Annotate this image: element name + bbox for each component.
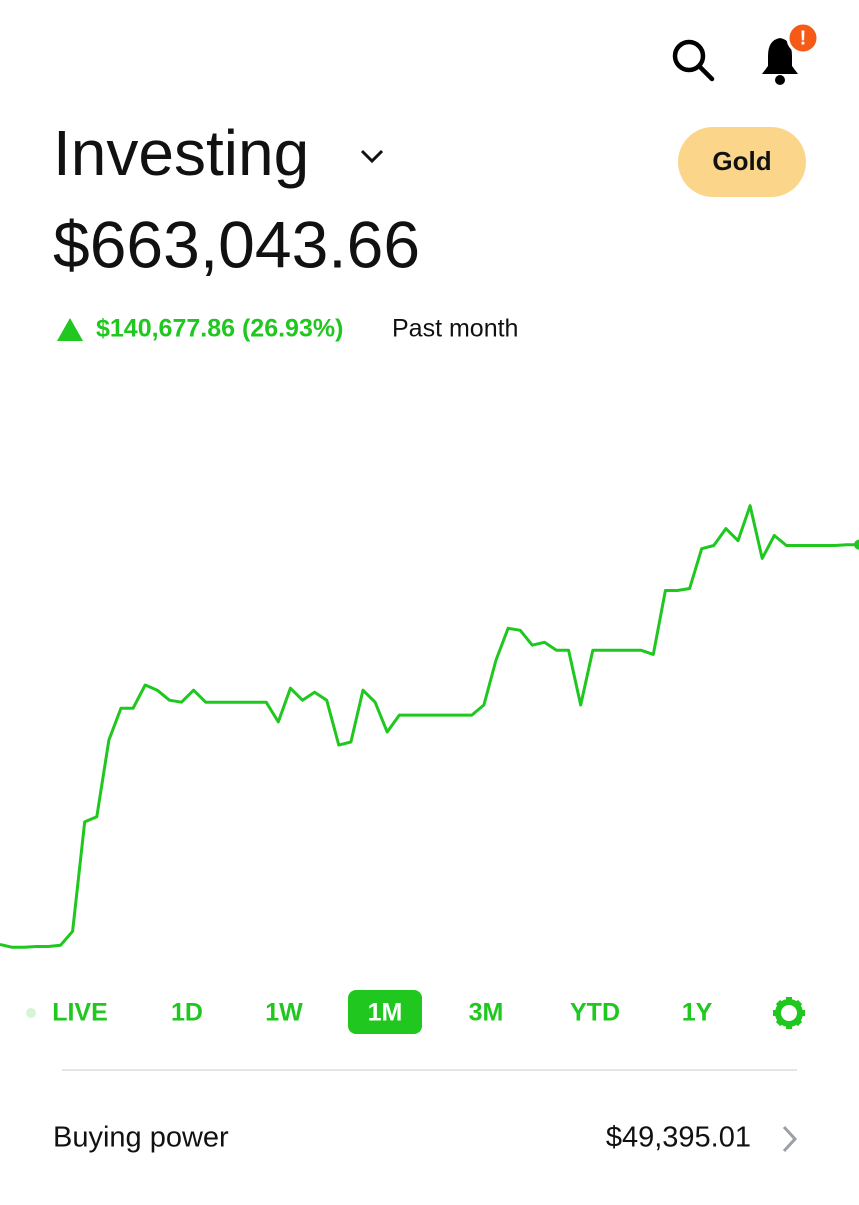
range-option[interactable]: 1M <box>368 999 403 1027</box>
row-chevron <box>782 1125 798 1153</box>
range-option[interactable]: 3M <box>469 999 504 1027</box>
buying-power-label: Buying power <box>53 1122 229 1154</box>
live-dot <box>26 1008 36 1018</box>
portfolio-value: $663,043.66 <box>53 207 420 281</box>
price-line <box>0 504 859 949</box>
range-option[interactable]: 1D <box>171 999 203 1027</box>
search-button[interactable] <box>672 39 715 82</box>
change-period: Past month <box>392 315 518 343</box>
range-option[interactable]: 1W <box>265 999 303 1027</box>
up-arrow <box>57 318 83 341</box>
gold-button[interactable]: Gold <box>678 127 806 197</box>
chart-settings[interactable] <box>773 997 805 1029</box>
current-point <box>854 539 859 550</box>
gold-label: Gold <box>712 146 771 176</box>
buying-power-row[interactable]: Buying power $49,395.01 <box>53 1122 798 1154</box>
account-chevron[interactable] <box>360 149 384 164</box>
notifications-button[interactable]: ! <box>762 21 820 85</box>
badge-text: ! <box>800 27 807 49</box>
range-option[interactable]: YTD <box>570 999 620 1027</box>
range-option[interactable]: LIVE <box>52 999 108 1027</box>
buying-power-value: $49,395.01 <box>606 1122 751 1154</box>
range-selector: LIVE 1D 1W 1M 3M YTD 1Y <box>26 990 713 1034</box>
range-selected-bg <box>348 990 422 1034</box>
notification-badge <box>786 21 820 55</box>
account-title[interactable]: Investing <box>53 117 309 189</box>
range-option[interactable]: 1Y <box>682 999 713 1027</box>
portfolio-change: $140,677.86 (26.93%) <box>96 315 343 343</box>
chart <box>0 504 859 949</box>
